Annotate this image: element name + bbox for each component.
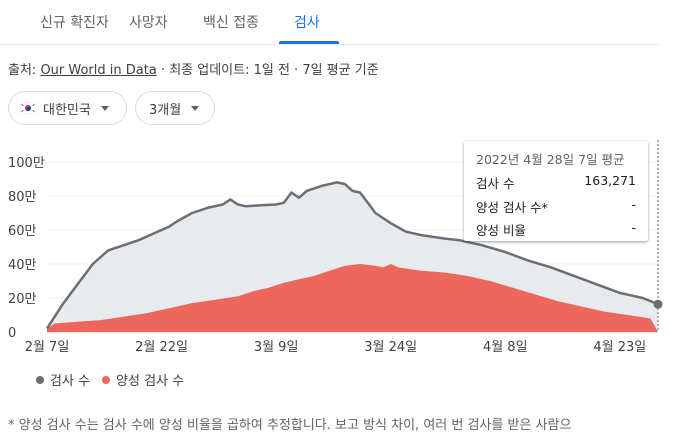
source-prefix: 출처: xyxy=(8,63,41,78)
x-tick-label: 4월 8일 xyxy=(483,340,528,355)
chart-legend: 검사 수 양성 검사 수 xyxy=(36,370,196,389)
y-tick-label: 60만 xyxy=(8,224,37,239)
hover-point xyxy=(653,299,663,309)
legend-item-tests[interactable]: 검사 수 xyxy=(36,370,90,389)
tooltip-label: 검사 수 xyxy=(476,176,515,191)
x-tick-label: 3월 9일 xyxy=(254,340,299,355)
tooltip-label: 양성 비율 xyxy=(476,223,526,238)
x-tick-label: 3월 24일 xyxy=(364,340,417,355)
period-dropdown[interactable]: 3개월 xyxy=(135,91,215,125)
chevron-down-icon xyxy=(191,105,200,111)
country-label: 대한민국 xyxy=(43,102,91,118)
tooltip-value: - xyxy=(631,220,636,235)
country-dropdown[interactable]: 대한민국 xyxy=(8,91,127,125)
y-tick-label: 0 xyxy=(8,326,16,341)
tooltip-label: 양성 검사 수* xyxy=(476,200,548,215)
chart-tooltip: 2022년 4월 28일 7일 평균 검사 수 163,271 양성 검사 수*… xyxy=(464,141,648,241)
tooltip-header: 2022년 4월 28일 7일 평균 xyxy=(476,149,636,168)
south-korea-flag-icon xyxy=(19,102,37,114)
y-tick-label: 80만 xyxy=(8,190,37,205)
tooltip-value: 163,271 xyxy=(584,173,636,188)
legend-label: 검사 수 xyxy=(50,374,91,389)
legend-label: 양성 검사 수 xyxy=(116,374,185,389)
tab-testing[interactable]: 검사 xyxy=(294,15,320,31)
tooltip-value: - xyxy=(631,197,636,212)
tooltip-row-tests: 검사 수 163,271 xyxy=(476,173,636,192)
tab-deaths[interactable]: 사망자 xyxy=(129,15,168,31)
chevron-down-icon xyxy=(100,105,109,111)
source-line: 출처: Our World in Data · 최종 업데이트: 1일 전 · … xyxy=(8,59,379,78)
y-tick-label: 100만 xyxy=(8,156,45,171)
tooltip-title: 2022년 4월 28일 7일 평균 xyxy=(476,152,625,167)
tests-line xyxy=(45,181,659,330)
positive-tests-area xyxy=(47,264,658,332)
x-tick-label: 2월 7일 xyxy=(25,340,70,355)
tab-new-cases[interactable]: 신규 확진자 xyxy=(40,15,109,31)
period-label: 3개월 xyxy=(149,102,182,118)
y-tick-label: 20만 xyxy=(8,292,37,307)
legend-item-positive[interactable]: 양성 검사 수 xyxy=(102,370,184,389)
footnote: * 양성 검사 수는 검사 수에 양성 비율을 곱하여 추정합니다. 보고 방식… xyxy=(8,418,572,433)
legend-dot-icon xyxy=(36,375,44,384)
tab-vaccinations[interactable]: 백신 접종 xyxy=(203,15,259,31)
active-tab-indicator xyxy=(279,41,339,44)
tooltip-row-positive: 양성 검사 수* - xyxy=(476,197,636,216)
tooltip-row-rate: 양성 비율 - xyxy=(476,220,636,239)
source-suffix: · 최종 업데이트: 1일 전 · 7일 평균 기준 xyxy=(156,63,379,78)
legend-dot-icon xyxy=(102,375,111,384)
y-tick-label: 40만 xyxy=(8,258,37,273)
tab-bar: 신규 확진자 사망자 백신 접종 검사 xyxy=(0,0,660,45)
x-tick-label: 2월 22일 xyxy=(135,340,188,355)
x-tick-label: 4월 23일 xyxy=(593,340,646,355)
source-link[interactable]: Our World in Data xyxy=(40,63,157,78)
